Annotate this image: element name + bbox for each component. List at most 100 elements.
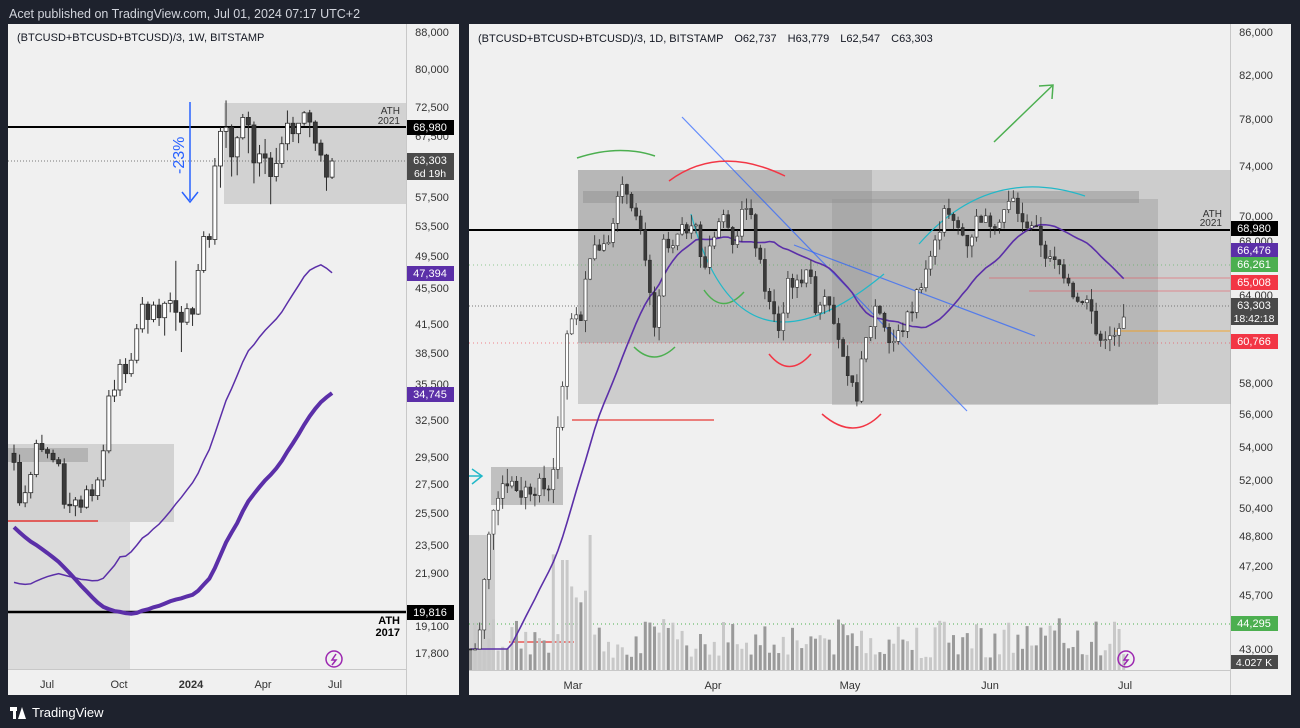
daily-candle <box>786 270 790 319</box>
volume-bar <box>708 654 712 670</box>
weekly-candle <box>190 306 195 326</box>
daily-candle <box>1020 202 1025 232</box>
daily-candle <box>698 221 703 268</box>
y-tick: 49,500 <box>415 251 449 263</box>
volume-bar <box>933 627 937 670</box>
daily-candle <box>753 213 758 257</box>
weekly-candle <box>290 116 296 142</box>
volume-bar <box>768 652 771 670</box>
daily-candle <box>933 235 937 265</box>
volume-bar <box>855 646 859 670</box>
volume-bar <box>685 645 689 670</box>
daily-candle <box>551 457 556 504</box>
daily-candle <box>758 244 763 264</box>
daily-candle <box>684 222 689 240</box>
daily-candle <box>878 305 882 316</box>
daily-candle <box>841 337 845 357</box>
volume-bar <box>938 620 942 670</box>
volume-bar <box>993 633 997 670</box>
trendline-channel[interactable] <box>793 244 1036 337</box>
daily-candle <box>666 231 671 253</box>
daily-candle <box>602 234 606 252</box>
daily-candle <box>790 273 795 299</box>
daily-candle <box>1071 281 1075 300</box>
volume-bar <box>961 637 965 670</box>
lightning-icon[interactable] <box>325 650 343 668</box>
daily-chart-title: (BTCUSD+BTCUSD+BTCUSD)/3, 1D, BITSTAMP <box>478 33 723 45</box>
volume-bar <box>602 651 606 670</box>
daily-candle <box>477 622 482 650</box>
volume-bar <box>942 621 946 670</box>
daily-candle <box>707 235 712 275</box>
daily-candle <box>546 485 551 502</box>
daily-candle <box>680 217 684 236</box>
weekly-candle <box>17 454 22 506</box>
volume-bar <box>864 653 868 670</box>
y-tick: 88,000 <box>415 27 449 39</box>
daily-candle <box>569 313 574 336</box>
y-tick: 27,500 <box>415 479 449 491</box>
daily-candle <box>717 218 721 238</box>
volume-bar <box>850 633 854 670</box>
weekly-candle <box>67 492 73 513</box>
weekly-candle <box>95 477 101 500</box>
volume-bar <box>758 645 762 670</box>
weekly-candle <box>279 136 285 168</box>
volume-bar <box>952 635 955 670</box>
ma100-weekly-line[interactable] <box>12 391 334 616</box>
volume-bar <box>1071 646 1075 670</box>
price-label-ath: 68,980 <box>413 122 447 134</box>
daily-candle <box>818 301 822 320</box>
weekly-chart[interactable]: -23% (BTCUSD+BTCUSD+BTCUSD)/3, 1W, BITST… <box>8 24 459 695</box>
ohlc-low: L62,547 <box>840 33 880 45</box>
volume-bar <box>1103 650 1107 670</box>
daily-candle <box>528 483 533 502</box>
weekly-candle <box>184 303 190 325</box>
weekly-chart-panel[interactable]: -23% (BTCUSD+BTCUSD+BTCUSD)/3, 1W, BITST… <box>8 24 459 695</box>
ath-2021-label: ATH <box>381 106 400 117</box>
volume-bar <box>740 648 744 670</box>
volume-bar <box>919 657 923 670</box>
daily-candle <box>574 307 579 326</box>
daily-candle <box>611 217 615 248</box>
volume-bar <box>515 620 518 670</box>
volume-bar <box>901 639 905 670</box>
volume-bar <box>906 641 909 670</box>
price-label-ma: 66,476 <box>1237 245 1271 257</box>
price-label-ma50: 47,394 <box>413 268 447 280</box>
ma50-weekly-line[interactable] <box>13 263 333 586</box>
price-label-last: 63,303 <box>1237 300 1271 312</box>
daily-candle <box>781 302 786 341</box>
weekly-candle <box>329 158 335 180</box>
daily-candle <box>1006 190 1011 214</box>
volume-bar <box>915 627 919 670</box>
volume-bar <box>772 644 776 670</box>
daily-chart-panel[interactable]: (BTCUSD+BTCUSD+BTCUSD)/3, 1D, BITSTAMP O… <box>469 24 1291 695</box>
down-arrow-icon <box>181 191 199 204</box>
volume-bar <box>1016 634 1020 670</box>
ath-2017-year: 2017 <box>376 627 400 639</box>
y-tick: 52,000 <box>1239 475 1273 487</box>
daily-candle <box>565 330 569 400</box>
ma-daily-line[interactable] <box>470 223 1125 650</box>
weekly-candle <box>117 359 123 396</box>
volume-bar <box>492 619 495 670</box>
countdown-label: 18:42:18 <box>1234 313 1275 325</box>
y-tick: 86,000 <box>1239 27 1273 39</box>
weekly-candle <box>39 434 45 453</box>
volume-bar <box>731 623 735 670</box>
volume-bar <box>970 648 974 670</box>
volume-bar <box>791 627 794 670</box>
weekly-candle <box>145 301 151 334</box>
volume-bar <box>1034 645 1038 670</box>
lightning-icon[interactable] <box>1117 650 1135 668</box>
weekly-candle <box>312 120 318 151</box>
trendline-down[interactable] <box>681 116 968 412</box>
daily-chart[interactable]: (BTCUSD+BTCUSD+BTCUSD)/3, 1D, BITSTAMP O… <box>469 24 1291 695</box>
daily-candle <box>845 345 850 386</box>
volume-bar <box>1062 642 1066 670</box>
volume-bar <box>588 535 592 670</box>
daily-candle <box>703 246 707 270</box>
daily-candle <box>620 176 625 204</box>
daily-candle <box>510 476 514 489</box>
